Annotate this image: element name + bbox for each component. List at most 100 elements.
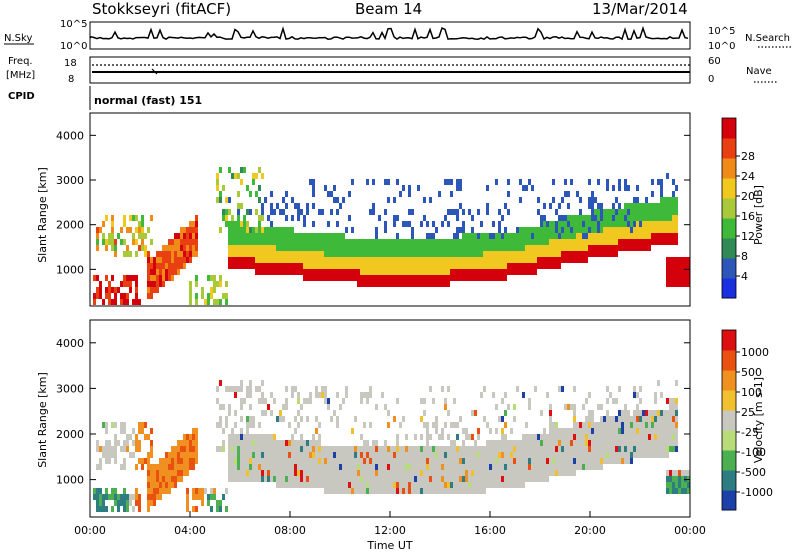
heatmap-cell: [387, 458, 390, 464]
heatmap-cell: [567, 191, 570, 197]
heatmap-cell: [471, 446, 474, 452]
colorbar-frame: [721, 329, 737, 511]
heatmap-cell: [588, 446, 591, 452]
heatmap-cell: [627, 185, 630, 191]
heatmap-cell: [474, 257, 477, 263]
heatmap-cell: [546, 251, 549, 257]
heatmap-cell: [447, 482, 450, 488]
heatmap-cell: [201, 500, 204, 506]
heatmap-cell: [654, 239, 657, 245]
heatmap-cell: [675, 239, 678, 245]
heatmap-cell: [417, 470, 420, 476]
heatmap-cell: [261, 452, 264, 458]
heatmap-cell: [255, 458, 258, 464]
heatmap-cell: [600, 464, 603, 470]
heatmap-cell: [270, 251, 273, 257]
heatmap-cell: [330, 191, 333, 197]
heatmap-cell: [645, 239, 648, 245]
heatmap-cell: [606, 179, 609, 185]
heatmap-cell: [540, 245, 543, 251]
heatmap-cell: [393, 452, 396, 458]
heatmap-cell: [123, 239, 126, 245]
heatmap-cell: [261, 209, 264, 215]
heatmap-cell: [477, 428, 480, 434]
heatmap-cell: [327, 470, 330, 476]
heatmap-cell: [561, 233, 564, 239]
heatmap-cell: [105, 506, 108, 512]
heatmap-cell: [459, 227, 462, 233]
heatmap-cell: [450, 470, 453, 476]
heatmap-cell: [378, 269, 381, 275]
heatmap-cell: [519, 482, 522, 488]
heatmap-cell: [663, 422, 666, 428]
heatmap-cell: [408, 209, 411, 215]
heatmap-cell: [258, 386, 261, 392]
heatmap-cell: [657, 434, 660, 440]
heatmap-cell: [555, 245, 558, 251]
heatmap-cell: [561, 215, 564, 221]
heatmap-cell: [618, 458, 621, 464]
heatmap-cell: [246, 257, 249, 263]
heatmap-cell: [660, 416, 663, 422]
heatmap-cell: [543, 221, 546, 227]
heatmap-cell: [549, 440, 552, 446]
heatmap-cell: [249, 458, 252, 464]
heatmap-cell: [639, 386, 642, 392]
heatmap-cell: [474, 263, 477, 269]
heatmap-cell: [291, 233, 294, 239]
heatmap-cell: [678, 476, 681, 482]
heatmap-cell: [597, 434, 600, 440]
heatmap-cell: [468, 239, 471, 245]
heatmap-cell: [423, 446, 426, 452]
heatmap-cell: [645, 440, 648, 446]
heatmap-cell: [102, 446, 105, 452]
heatmap-cell: [411, 209, 414, 215]
heatmap-cell: [669, 398, 672, 404]
heatmap-cell: [345, 239, 348, 245]
heatmap-cell: [528, 404, 531, 410]
heatmap-cell: [687, 482, 690, 488]
heatmap-cell: [618, 227, 621, 233]
heatmap-cell: [612, 185, 615, 191]
heatmap-cell: [372, 446, 375, 452]
heatmap-cell: [528, 233, 531, 239]
heatmap-cell: [618, 221, 621, 227]
heatmap-cell: [567, 440, 570, 446]
heatmap-cell: [405, 269, 408, 275]
heatmap-cell: [660, 179, 663, 185]
heatmap-cell: [549, 422, 552, 428]
heatmap-cell: [282, 458, 285, 464]
heatmap-cell: [327, 257, 330, 263]
heatmap-cell: [216, 185, 219, 191]
heatmap-cell: [495, 263, 498, 269]
heatmap-cell: [156, 464, 159, 470]
heatmap-cell: [285, 227, 288, 233]
heatmap-cell: [240, 446, 243, 452]
heatmap-cell: [360, 452, 363, 458]
heatmap-cell: [546, 239, 549, 245]
heatmap-cell: [480, 452, 483, 458]
heatmap-cell: [453, 488, 456, 494]
heatmap-cell: [351, 476, 354, 482]
heatmap-cell: [456, 263, 459, 269]
heatmap-cell: [594, 428, 597, 434]
heatmap-cell: [597, 251, 600, 257]
heatmap-cell: [672, 257, 675, 263]
heatmap-cell: [390, 245, 393, 251]
heatmap-cell: [414, 482, 417, 488]
heatmap-cell: [567, 464, 570, 470]
heatmap-cell: [285, 233, 288, 239]
heatmap-cell: [342, 263, 345, 269]
heatmap-cell: [474, 470, 477, 476]
heatmap-cell: [165, 269, 168, 275]
heatmap-cell: [396, 470, 399, 476]
heatmap-cell: [399, 464, 402, 470]
heatmap-cell: [423, 251, 426, 257]
heatmap-cell: [147, 470, 150, 476]
heatmap-cell: [447, 446, 450, 452]
heatmap-cell: [264, 257, 267, 263]
heatmap-cell: [210, 287, 213, 293]
heatmap-cell: [96, 494, 99, 500]
heatmap-cell: [120, 422, 123, 428]
heatmap-cell: [621, 233, 624, 239]
